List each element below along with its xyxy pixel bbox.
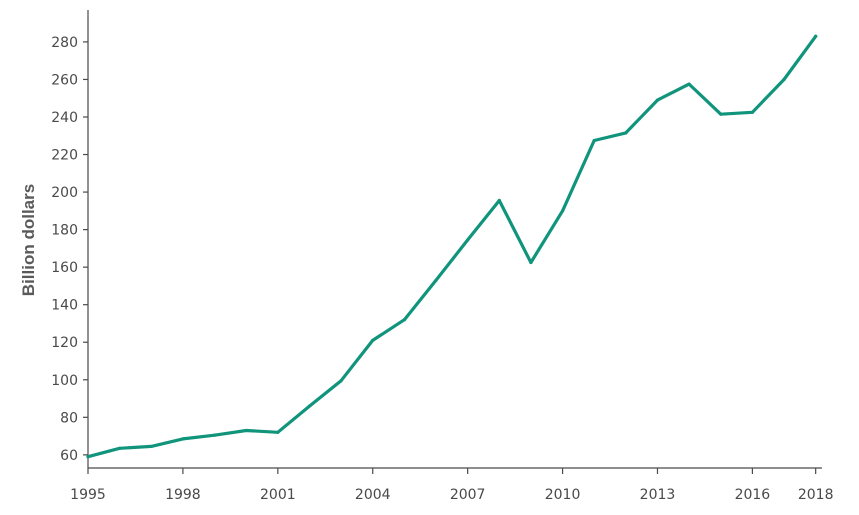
axes: [87, 10, 822, 469]
data-point: [307, 404, 312, 408]
data-point: [276, 430, 280, 434]
data-point: [212, 433, 217, 437]
data-point: [466, 238, 470, 242]
y-tick-label: 180: [51, 223, 78, 239]
y-tick-label: 60: [60, 448, 78, 464]
y-tick-label: 120: [51, 335, 78, 351]
data-point: [592, 138, 596, 143]
y-tick-label: 100: [51, 373, 78, 389]
x-tick-label: 2001: [260, 487, 296, 503]
x-tick-label: 2018: [798, 487, 834, 503]
data-point: [371, 338, 375, 342]
x-tick-label: 1995: [70, 487, 106, 503]
data-point: [339, 379, 343, 383]
y-tick-label: 280: [51, 35, 78, 51]
data-point: [624, 131, 628, 135]
y-tick-label: 220: [51, 148, 78, 164]
series-line: [86, 34, 818, 459]
data-point: [560, 209, 565, 213]
x-tick-label: 1998: [165, 487, 201, 503]
data-point: [687, 82, 691, 86]
x-tick-label: 2007: [450, 487, 486, 503]
y-tick-label: 80: [60, 410, 78, 426]
data-point: [719, 112, 723, 116]
data-point: [750, 110, 754, 114]
y-axis-ticks: 60 80 100 120 140 160 180 200 220 240 260 280: [51, 35, 88, 464]
data-point: [149, 444, 153, 449]
data-point: [655, 98, 660, 102]
data-point: [434, 278, 438, 282]
x-tick-label: 2013: [640, 487, 676, 503]
y-tick-label: 260: [51, 72, 78, 88]
x-tick-label: 2004: [355, 487, 391, 503]
x-axis-ticks: 1995 1998 2001 2004 2007 2010 2013 2016 2018: [70, 468, 833, 503]
y-tick-label: 240: [51, 110, 78, 126]
series: [86, 34, 818, 459]
data-point: [497, 198, 501, 203]
data-point: [814, 34, 818, 38]
x-tick-label: 2010: [545, 487, 581, 503]
y-axis-title: Billion dollars: [19, 184, 38, 296]
y-tick-label: 160: [51, 260, 78, 276]
data-point: [402, 318, 406, 322]
data-point: [86, 455, 90, 459]
data-point: [118, 446, 122, 450]
data-point: [181, 437, 185, 441]
data-point: [782, 77, 786, 82]
data-point: [244, 428, 248, 433]
data-point: [529, 260, 533, 265]
y-tick-label: 200: [51, 185, 78, 201]
x-tick-label: 2016: [735, 487, 771, 503]
y-tick-label: 140: [51, 298, 78, 314]
